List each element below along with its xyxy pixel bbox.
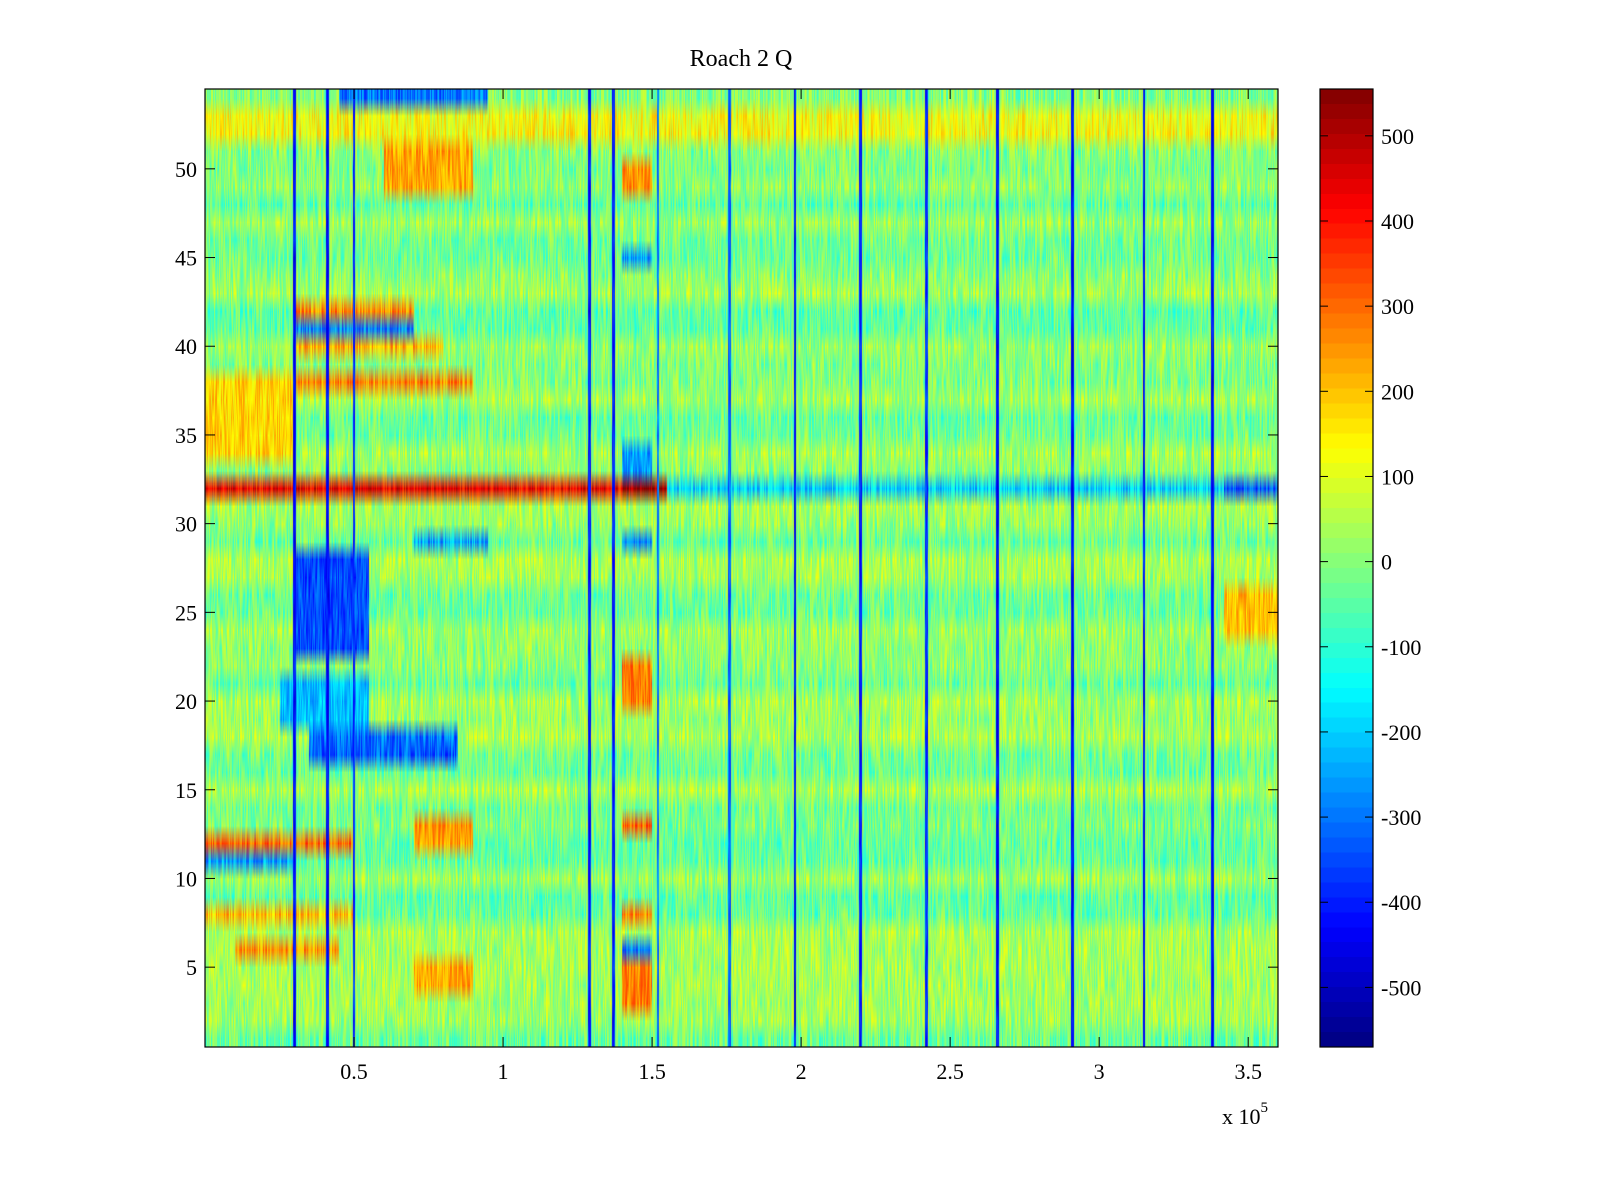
colorbar-tick-label: -500 (1381, 975, 1421, 1000)
y-tick-label: 35 (175, 423, 197, 448)
heatmap-plot-area (204, 88, 1279, 1048)
plot-frame (204, 88, 1279, 1048)
colorbar-frame (1319, 88, 1374, 1048)
colorbar-ticks: 500 400 300 200 100 0 -100 -200 -300 -400 -500 (1320, 124, 1421, 1000)
x-tick-label: 0.5 (340, 1059, 368, 1084)
colorbar-tick-label: -200 (1381, 720, 1421, 745)
colorbar-tick-label: -300 (1381, 805, 1421, 830)
x-tick-label: 1.5 (638, 1059, 666, 1084)
x-axis-multiplier-exponent: 5 (1261, 1100, 1269, 1116)
y-tick-label: 45 (175, 246, 197, 271)
x-tick-label: 3.5 (1234, 1059, 1262, 1084)
colorbar-tick-label: 200 (1381, 379, 1414, 404)
x-tick-label: 2.5 (936, 1059, 964, 1084)
colorbar-tick-label: 100 (1381, 464, 1414, 489)
y-tick-label: 25 (175, 600, 197, 625)
colorbar-tick-label: -100 (1381, 635, 1421, 660)
y-tick-label: 20 (175, 689, 197, 714)
chart-title: Roach 2 Q (690, 46, 793, 72)
colorbar-tick-label: 300 (1381, 294, 1414, 319)
x-tick-label: 1 (498, 1059, 509, 1084)
colorbar-tick-label: 0 (1381, 550, 1392, 575)
colorbar: 500 400 300 200 100 0 -100 -200 -300 -400 -500 (1319, 88, 1421, 1048)
colorbar-tick-label: 500 (1381, 124, 1414, 149)
y-tick-label: 30 (175, 512, 197, 537)
y-axis: 5 10 15 20 25 30 35 40 45 50 (175, 157, 1278, 980)
x-axis-multiplier: x 105 (1222, 1100, 1268, 1129)
y-tick-label: 50 (175, 157, 197, 182)
x-axis-multiplier-base: x 10 (1222, 1104, 1261, 1129)
x-axis: 0.5 1 1.5 2 2.5 3 3.5 (340, 89, 1262, 1084)
colorbar-tick-label: 400 (1381, 209, 1414, 234)
y-tick-label: 15 (175, 778, 197, 803)
heatmap-cells (205, 89, 1278, 1047)
y-tick-label: 10 (175, 866, 197, 891)
y-tick-label: 5 (186, 955, 197, 980)
x-tick-label: 3 (1094, 1059, 1105, 1084)
colorbar-tick-label: -400 (1381, 890, 1421, 915)
x-tick-label: 2 (796, 1059, 807, 1084)
colorbar-gradient (1320, 89, 1373, 1047)
y-tick-label: 40 (175, 334, 197, 359)
